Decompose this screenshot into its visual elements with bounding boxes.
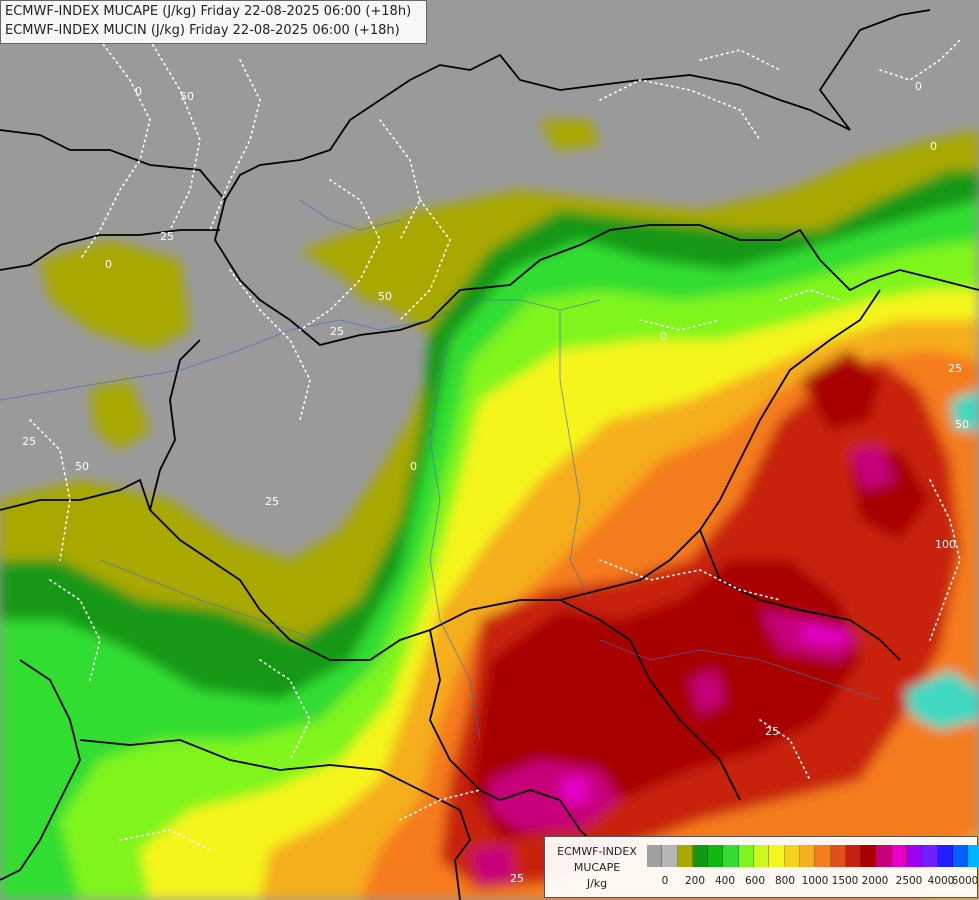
legend-swatch: [708, 845, 724, 867]
legend-swatch: [891, 845, 908, 867]
legend-swatch: [692, 845, 709, 867]
legend-swatch: [769, 845, 785, 867]
legend-swatch: [723, 845, 739, 867]
map-title-box: ECMWF-INDEX MUCAPE (J/kg) Friday 22-08-2…: [0, 0, 427, 44]
contour-label: 0: [915, 80, 922, 93]
legend-unit-label: J/kg: [586, 877, 608, 890]
contour-label: 0: [105, 258, 112, 271]
mucin-contours: [29, 39, 961, 851]
legend-tick-label: 6000: [951, 875, 979, 887]
legend-swatch: [937, 845, 953, 867]
legend-swatch: [922, 845, 938, 867]
mucape-field: [0, 120, 979, 900]
legend-swatch: [647, 845, 663, 867]
legend-swatch: [738, 845, 755, 867]
contour-label: 0: [410, 460, 417, 473]
legend-swatch: [677, 845, 693, 867]
contour-label: 50: [180, 90, 194, 103]
legend-swatch: [754, 845, 770, 867]
contour-label: 50: [378, 290, 392, 303]
legend-tick-label: 2500: [895, 875, 923, 887]
legend-swatch: [876, 845, 892, 867]
contour-label: 25: [160, 230, 174, 243]
legend-swatch: [968, 845, 979, 867]
contour-label: 0: [930, 140, 937, 153]
contour-label: 0: [135, 85, 142, 98]
legend-swatch: [784, 845, 800, 867]
legend-swatch: [845, 845, 862, 867]
legend-swatch: [799, 845, 816, 867]
legend-swatch: [662, 845, 678, 867]
legend-tick-label: 0: [661, 875, 669, 887]
color-legend: ECMWF-INDEX MUCAPE J/kg 0 200 400 600 800 100…: [544, 836, 979, 898]
legend-tick-label: 2000: [861, 875, 889, 887]
legend-tick-label: 1500: [831, 875, 859, 887]
legend-tick-label: 1000: [801, 875, 829, 887]
contour-label: 25: [265, 495, 279, 508]
legend-swatch: [861, 845, 877, 867]
contour-labels: 0 50 25 50 25 0 25 50 0 0 0 25 50 100 25…: [22, 80, 969, 885]
contour-label: 100: [935, 538, 956, 551]
rivers: [0, 199, 881, 741]
legend-tick-label: 400: [714, 875, 736, 887]
legend-tick-label: 800: [774, 875, 796, 887]
contour-label: 50: [75, 460, 89, 473]
legend-swatch: [907, 845, 923, 867]
country-borders: [0, 9, 979, 900]
legend-parameter-label: MUCAPE: [573, 861, 621, 874]
legend-swatch: [815, 845, 831, 867]
legend-model-label: ECMWF-INDEX: [557, 845, 637, 858]
contour-label: 25: [948, 362, 962, 375]
contour-label: 25: [22, 435, 36, 448]
legend-swatch: [830, 845, 846, 867]
legend-tick-labels: 0 200 400 600 800 1000 1500 2000 2500 4000 6000: [647, 875, 979, 889]
contour-label: 25: [510, 872, 524, 885]
legend-tick-label: 200: [684, 875, 706, 887]
mucin-title: ECMWF-INDEX MUCIN (J/kg) Friday 22-08-20…: [5, 23, 400, 38]
mucape-title: ECMWF-INDEX MUCAPE (J/kg) Friday 22-08-2…: [5, 4, 412, 19]
contour-label: 25: [765, 725, 779, 738]
legend-swatch: [952, 845, 969, 867]
contour-label: 25: [330, 325, 344, 338]
contour-label: 50: [955, 418, 969, 431]
legend-tick-label: 4000: [927, 875, 955, 887]
legend-tick-label: 600: [744, 875, 766, 887]
contour-label: 0: [660, 330, 667, 343]
legend-color-scale: [647, 845, 979, 867]
